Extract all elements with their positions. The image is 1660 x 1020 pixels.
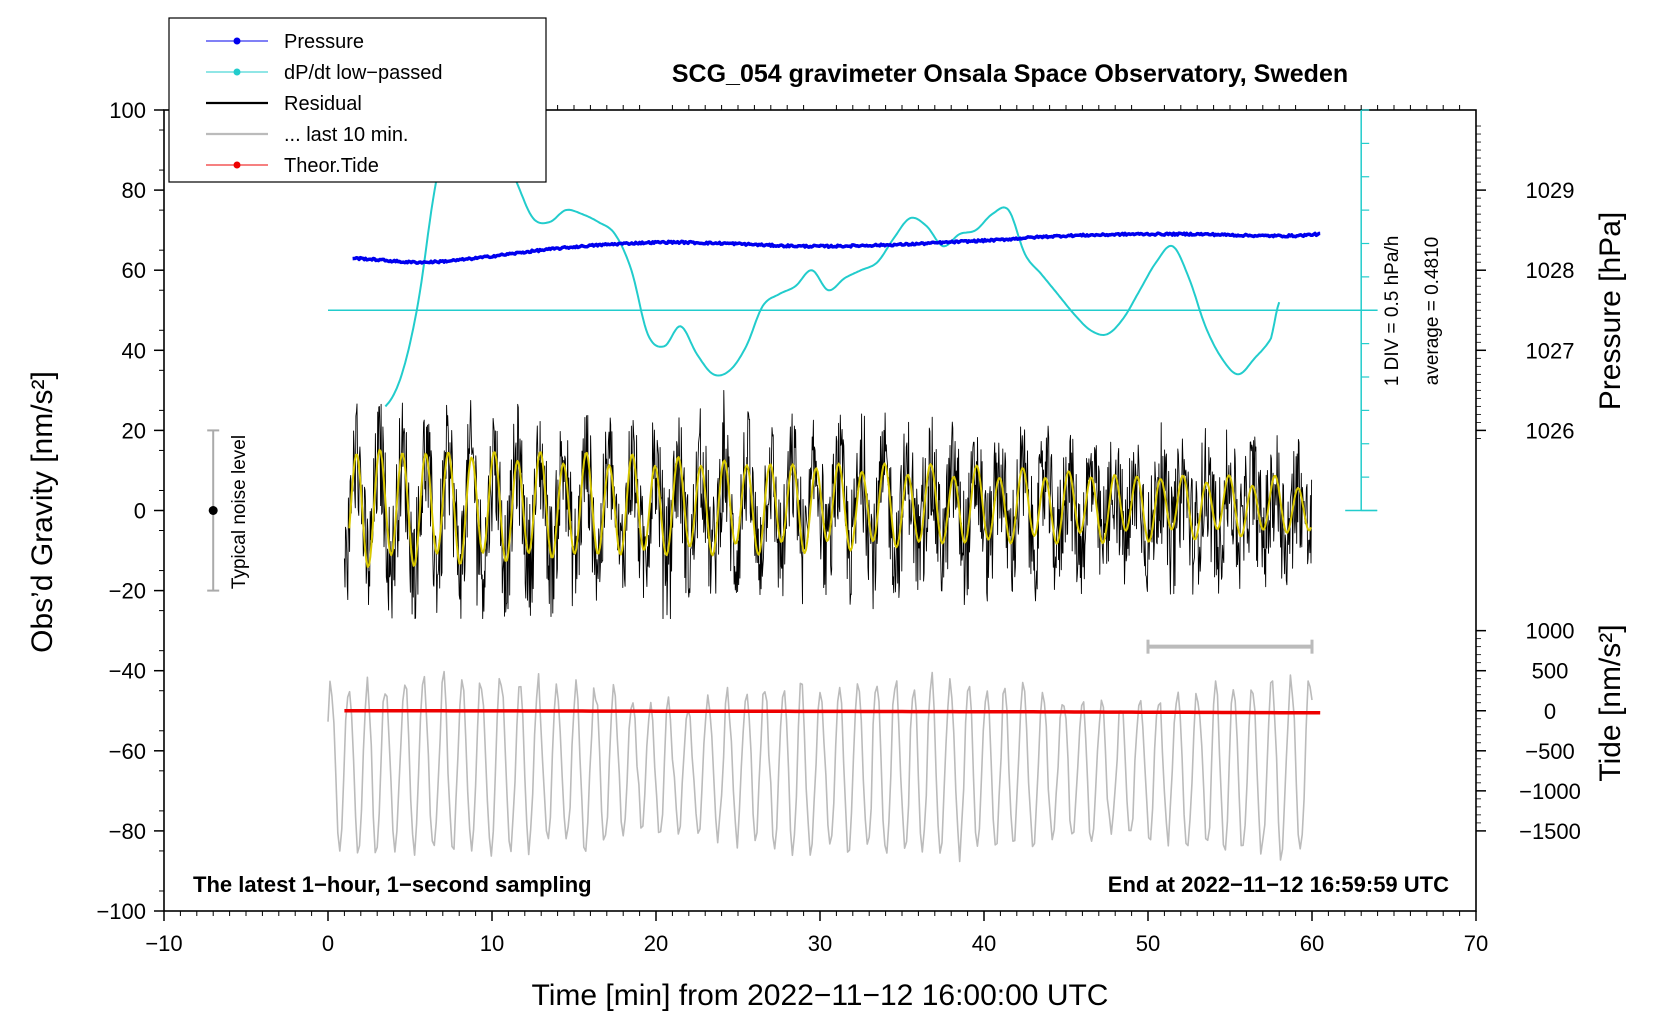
legend-label: dP/dt low−passed bbox=[284, 62, 442, 84]
tide-tick-label: −1500 bbox=[1519, 819, 1581, 844]
x-tick-label: 40 bbox=[972, 931, 996, 956]
y-tick-label: 100 bbox=[109, 98, 146, 123]
x-tick-label: 20 bbox=[644, 931, 668, 956]
tide-tick-label: −500 bbox=[1525, 739, 1575, 764]
x-tick-label: −10 bbox=[145, 931, 182, 956]
y-tick-label: −80 bbox=[109, 819, 146, 844]
y-tick-label: 20 bbox=[122, 418, 146, 443]
chart-title: SCG_054 gravimeter Onsala Space Observat… bbox=[672, 60, 1348, 88]
x-tick-label: 50 bbox=[1136, 931, 1160, 956]
legend-label: ... last 10 min. bbox=[284, 124, 409, 146]
y-tick-label: −40 bbox=[109, 659, 146, 684]
y-tick-label: 0 bbox=[134, 499, 146, 524]
legend-marker bbox=[233, 68, 241, 76]
legend-label: Residual bbox=[284, 93, 362, 115]
tide-tick-label: 1000 bbox=[1526, 619, 1575, 644]
x-tick-label: 30 bbox=[808, 931, 832, 956]
footer-left: The latest 1−hour, 1−second sampling bbox=[193, 872, 592, 897]
noise-bar-dot bbox=[208, 506, 218, 515]
x-axis: −10 0 10 20 30 40 50 60 70 bbox=[145, 105, 1488, 956]
pressure-tick-label: 1028 bbox=[1526, 258, 1575, 283]
last-10-min-series bbox=[327, 670, 1313, 863]
y-axis-pressure: 1029 1028 1027 1026 bbox=[1476, 125, 1575, 443]
scale-note: 1 DIV = 0.5 hPa/h bbox=[1382, 236, 1403, 387]
dpdt-line bbox=[384, 110, 1281, 408]
x-tick-label: 70 bbox=[1464, 931, 1488, 956]
pressure-tick-label: 1027 bbox=[1526, 338, 1575, 363]
y-tick-label: 40 bbox=[122, 338, 146, 363]
pressure-tick-label: 1029 bbox=[1526, 178, 1575, 203]
y-axis-title-gravity: Obs’d Gravity [nm/s²] bbox=[26, 371, 59, 653]
last-10-min-line bbox=[327, 670, 1313, 863]
dpdt-series bbox=[328, 109, 1378, 512]
noise-level-label: Typical noise level bbox=[229, 435, 250, 589]
y-tick-label: −60 bbox=[109, 739, 146, 764]
y-axis-gravity: 100 80 60 40 20 0 −20 −40 −60 −80 −100 bbox=[96, 98, 164, 924]
x-tick-label: 0 bbox=[322, 931, 334, 956]
tide-tick-label: 0 bbox=[1544, 699, 1556, 724]
footer-right: End at 2022−11−12 16:59:59 UTC bbox=[1108, 872, 1449, 897]
x-tick-label: 10 bbox=[480, 931, 504, 956]
y-axis-title-pressure: Pressure [hPa] bbox=[1594, 212, 1627, 410]
x-axis-title: Time [min] from 2022−11−12 16:00:00 UTC bbox=[532, 979, 1109, 1012]
y-tick-label: −20 bbox=[109, 579, 146, 604]
average-note: average = 0.4810 bbox=[1422, 237, 1443, 385]
legend-label: Theor.Tide bbox=[284, 155, 379, 177]
theoretical-tide-series bbox=[344, 709, 1321, 715]
legend: Pressure dP/dt low−passed Residual ... last… bbox=[168, 17, 547, 183]
y-tick-label: −100 bbox=[96, 899, 146, 924]
residual-smoothed-series bbox=[348, 448, 1312, 568]
tide-line bbox=[344, 709, 1321, 715]
legend-label: Pressure bbox=[284, 31, 364, 53]
annotations bbox=[207, 429, 1314, 654]
pressure-series bbox=[352, 231, 1321, 265]
legend-marker bbox=[233, 161, 241, 169]
y-tick-label: 60 bbox=[122, 258, 146, 283]
tide-tick-label: 500 bbox=[1532, 659, 1569, 684]
legend-marker bbox=[233, 37, 241, 45]
pressure-line bbox=[352, 231, 1321, 265]
tide-tick-label: −1000 bbox=[1519, 779, 1581, 804]
pressure-tick-label: 1026 bbox=[1526, 418, 1575, 443]
legend-box bbox=[168, 17, 547, 183]
x-tick-label: 60 bbox=[1300, 931, 1324, 956]
residual-smoothed-line bbox=[348, 448, 1312, 568]
y-tick-label: 80 bbox=[122, 178, 146, 203]
y-axis-title-tide: Tide [nm/s²] bbox=[1594, 624, 1627, 781]
y-axis-tide: 1000 500 0 −500 −1000 −1500 bbox=[1476, 619, 1581, 844]
